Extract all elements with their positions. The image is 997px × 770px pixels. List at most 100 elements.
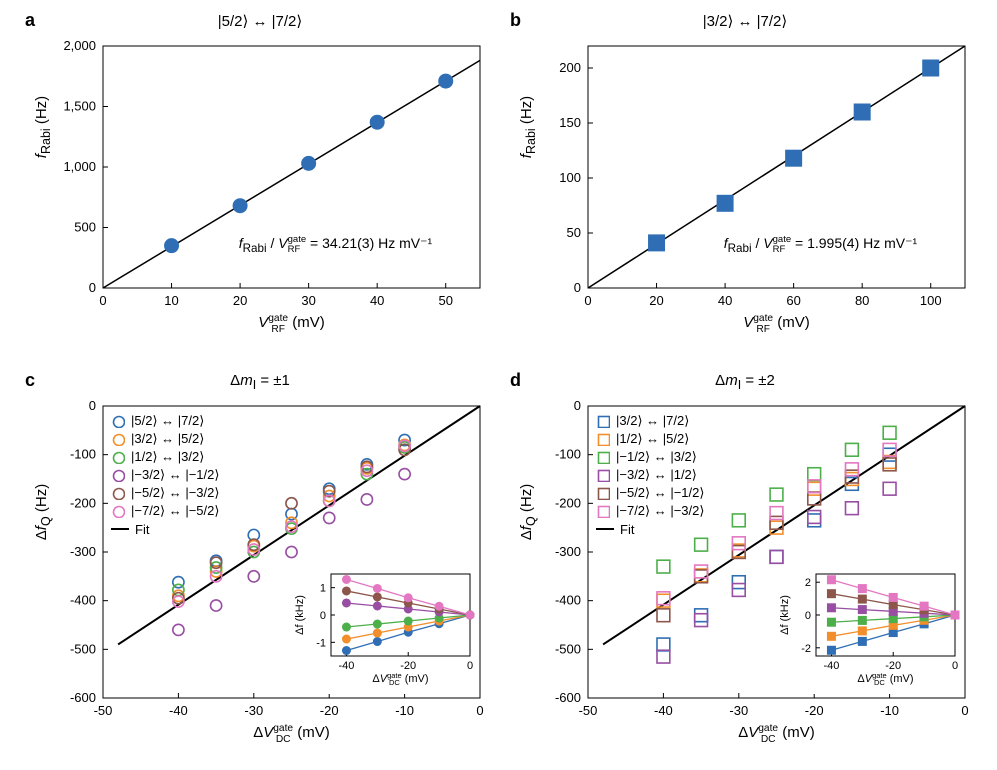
- svg-text:0: 0: [89, 398, 96, 413]
- svg-text:1,500: 1,500: [63, 99, 96, 114]
- svg-text:-200: -200: [555, 495, 581, 510]
- svg-text:-2: -2: [801, 643, 811, 655]
- legend-item: |3/2⟩ ↔ |5/2⟩: [111, 430, 219, 448]
- panel-c: c ΔmI = ±1 -50-40-30-20-100-600-500-400-…: [25, 370, 495, 760]
- svg-text:0: 0: [961, 703, 968, 718]
- svg-text:-50: -50: [579, 703, 598, 718]
- svg-text:0: 0: [89, 280, 96, 295]
- panel-c-ylabel: ΔfQ (Hz): [33, 432, 53, 592]
- svg-text:0: 0: [467, 660, 473, 672]
- panel-b-plot: 0 20 40 60 80 100 0 50 100 150 200: [510, 10, 980, 350]
- svg-text:-1: -1: [316, 637, 326, 649]
- panel-c-inset-plot: -40-200-101Δf (kHz)ΔVgateDC (mV): [291, 566, 476, 694]
- panel-c-inset: -40-200-101Δf (kHz)ΔVgateDC (mV): [291, 566, 476, 694]
- panel-d-xlabel: ΔVgateDC (mV): [697, 724, 857, 745]
- panel-d-plot: -50-40-30-20-100-600-500-400-300-200-100…: [510, 370, 980, 760]
- svg-text:0: 0: [320, 610, 326, 622]
- panel-c-xlabel: ΔVgateDC (mV): [212, 724, 372, 745]
- panel-d: d ΔmI = ±2 -50-40-30-20-100-600-500-400-…: [510, 370, 980, 760]
- panel-c-plot: -50-40-30-20-100-600-500-400-300-200-100…: [25, 370, 495, 760]
- svg-text:0: 0: [952, 660, 958, 672]
- svg-text:200: 200: [559, 60, 581, 75]
- svg-text:100: 100: [559, 170, 581, 185]
- panel-b-ylabel: fRabi (Hz): [518, 47, 538, 207]
- svg-text:50: 50: [438, 293, 452, 308]
- svg-text:30: 30: [301, 293, 315, 308]
- svg-text:20: 20: [233, 293, 247, 308]
- panel-b-annotation: fRabi / VgateRF = 1.995(4) Hz mV⁻¹: [724, 235, 917, 255]
- legend-item: |5/2⟩ ↔ |7/2⟩: [111, 412, 219, 430]
- svg-text:Δf (kHz): Δf (kHz): [294, 595, 306, 635]
- svg-text:80: 80: [855, 293, 869, 308]
- svg-text:60: 60: [786, 293, 800, 308]
- svg-text:-600: -600: [555, 690, 581, 705]
- svg-text:-20: -20: [400, 660, 416, 672]
- svg-text:100: 100: [920, 293, 942, 308]
- svg-text:-40: -40: [338, 660, 354, 672]
- svg-text:2,000: 2,000: [63, 38, 96, 53]
- svg-text:-400: -400: [555, 593, 581, 608]
- svg-text:0: 0: [584, 293, 591, 308]
- legend-fit: Fit: [111, 520, 219, 538]
- panel-a-ylabel: fRabi (Hz): [33, 47, 53, 207]
- legend-item: |−1/2⟩ ↔ |3/2⟩: [596, 448, 704, 466]
- legend-item: |−5/2⟩ ↔ |−1/2⟩: [596, 484, 704, 502]
- legend-fit: Fit: [596, 520, 704, 538]
- svg-text:-20: -20: [805, 703, 824, 718]
- svg-text:Δf (kHz): Δf (kHz): [779, 595, 791, 635]
- panel-d-legend: |3/2⟩ ↔ |7/2⟩|1/2⟩ ↔ |5/2⟩|−1/2⟩ ↔ |3/2⟩…: [596, 412, 704, 538]
- svg-text:-30: -30: [244, 703, 263, 718]
- svg-text:10: 10: [164, 293, 178, 308]
- svg-text:-20: -20: [885, 660, 901, 672]
- svg-text:0: 0: [99, 293, 106, 308]
- panel-c-legend: |5/2⟩ ↔ |7/2⟩|3/2⟩ ↔ |5/2⟩|1/2⟩ ↔ |3/2⟩|…: [111, 412, 219, 538]
- panel-d-inset: -40-200-202Δf (kHz)ΔVgateDC (mV): [776, 566, 961, 694]
- svg-text:-40: -40: [169, 703, 188, 718]
- svg-text:0: 0: [476, 703, 483, 718]
- svg-text:1,000: 1,000: [63, 159, 96, 174]
- svg-text:40: 40: [718, 293, 732, 308]
- legend-item: |−3/2⟩ ↔ |−1/2⟩: [111, 466, 219, 484]
- svg-text:0: 0: [574, 398, 581, 413]
- svg-text:-400: -400: [70, 593, 96, 608]
- svg-text:20: 20: [649, 293, 663, 308]
- svg-text:40: 40: [370, 293, 384, 308]
- svg-text:-100: -100: [70, 447, 96, 462]
- svg-text:-200: -200: [70, 495, 96, 510]
- svg-text:-30: -30: [729, 703, 748, 718]
- svg-text:-300: -300: [555, 544, 581, 559]
- svg-text:0: 0: [574, 280, 581, 295]
- svg-text:2: 2: [805, 577, 811, 589]
- svg-text:-50: -50: [94, 703, 113, 718]
- svg-text:150: 150: [559, 115, 581, 130]
- svg-text:-10: -10: [395, 703, 414, 718]
- svg-text:-500: -500: [555, 641, 581, 656]
- svg-text:-40: -40: [823, 660, 839, 672]
- legend-item: |−7/2⟩ ↔ |−5/2⟩: [111, 502, 219, 520]
- panel-b-xlabel: VgateRF (mV): [697, 314, 857, 335]
- panel-d-inset-plot: -40-200-202Δf (kHz)ΔVgateDC (mV): [776, 566, 961, 694]
- svg-text:-40: -40: [654, 703, 673, 718]
- svg-text:50: 50: [567, 225, 581, 240]
- legend-item: |1/2⟩ ↔ |5/2⟩: [596, 430, 704, 448]
- legend-item: |1/2⟩ ↔ |3/2⟩: [111, 448, 219, 466]
- panel-a-plot: 0102030405005001,0001,5002,000: [25, 10, 495, 350]
- svg-text:-20: -20: [320, 703, 339, 718]
- legend-item: |−3/2⟩ ↔ |1/2⟩: [596, 466, 704, 484]
- svg-text:-300: -300: [70, 544, 96, 559]
- panel-a-annotation: fRabi / VgateRF = 34.21(3) Hz mV⁻¹: [239, 235, 432, 255]
- svg-text:-600: -600: [70, 690, 96, 705]
- svg-text:0: 0: [805, 610, 811, 622]
- panel-a-xlabel: VgateRF (mV): [212, 314, 372, 335]
- panel-d-ylabel: ΔfQ (Hz): [518, 432, 538, 592]
- svg-text:-500: -500: [70, 641, 96, 656]
- legend-item: |−7/2⟩ ↔ |−3/2⟩: [596, 502, 704, 520]
- svg-text:-100: -100: [555, 447, 581, 462]
- svg-text:-10: -10: [880, 703, 899, 718]
- svg-text:500: 500: [74, 220, 96, 235]
- legend-item: |−5/2⟩ ↔ |−3/2⟩: [111, 484, 219, 502]
- legend-item: |3/2⟩ ↔ |7/2⟩: [596, 412, 704, 430]
- figure-root: a |5/2⟩ ↔ |7/2⟩ 0102030405005001,0001,50…: [0, 0, 997, 770]
- panel-a: a |5/2⟩ ↔ |7/2⟩ 0102030405005001,0001,50…: [25, 10, 495, 350]
- svg-text:1: 1: [320, 583, 326, 595]
